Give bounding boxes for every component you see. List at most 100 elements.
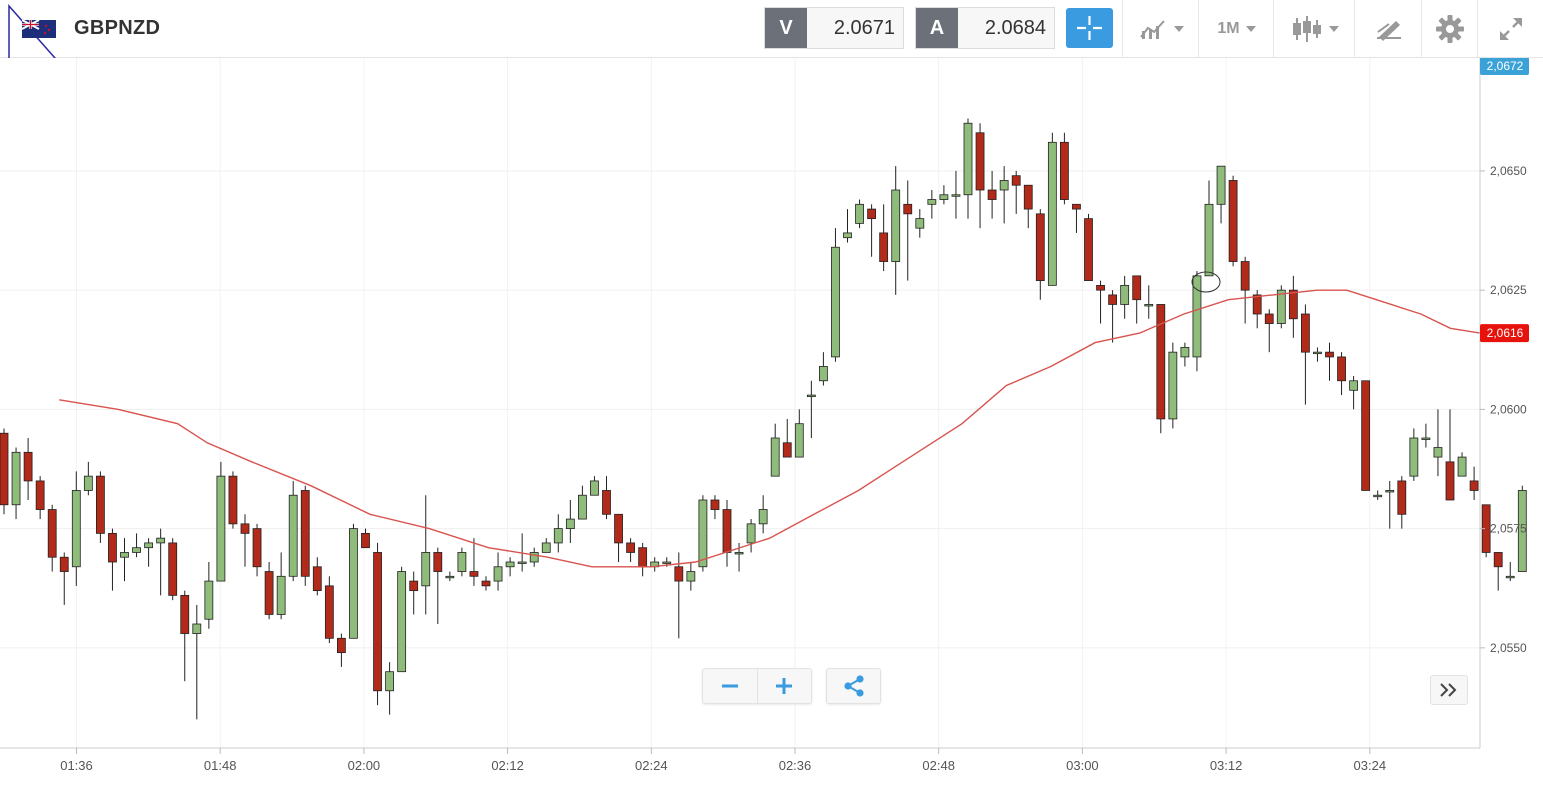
candle [843,209,852,243]
buy-quote-button[interactable]: A 2.0684 [915,7,1055,49]
candle [1228,175,1238,267]
candle-body [156,537,166,544]
instrument-symbol[interactable]: GBPNZD [74,17,161,39]
candle-body [1505,575,1515,579]
candle [96,471,105,543]
candle-body [746,523,756,544]
candle [782,418,792,458]
candle [216,461,226,582]
candle-body [855,203,864,224]
candle [349,523,358,639]
crosshair-icon [1077,16,1102,40]
candle-body [168,542,178,596]
candle [1493,552,1503,591]
candle [0,428,9,515]
candle-body [1337,356,1346,382]
zoom-out-button[interactable] [703,669,757,703]
x-tick-label: 02:36 [779,758,812,773]
candle-body [11,451,21,506]
candle [421,495,431,615]
grid-lines [0,58,1480,748]
candle [1445,409,1455,501]
candle-body [312,566,322,592]
y-tick-label: 2,0625 [1490,283,1527,297]
candle [626,538,635,562]
candle [1216,165,1226,224]
fullscreen-button[interactable] [1477,0,1543,58]
candle [192,604,202,720]
candle [264,562,274,620]
candle-body [397,571,407,673]
candle [674,552,684,639]
candle-body [638,547,648,568]
timeframe-selector[interactable]: 1M [1198,0,1274,58]
candle-body [469,571,479,577]
candle-body [1132,275,1142,301]
x-tick-label: 03:24 [1354,758,1387,773]
candle-body [1011,175,1021,186]
candle-body [108,532,117,563]
candle [505,557,515,577]
candle [1361,380,1371,491]
candle-body [686,571,696,582]
candle-style-button[interactable] [1273,0,1355,58]
y-tick-label: 2,0650 [1490,164,1527,178]
candle [373,542,382,706]
x-tick-label: 02:48 [922,758,955,773]
drawing-tools-button[interactable] [1354,0,1422,58]
candle-body [276,575,286,615]
candle-body [0,432,9,506]
candle-body [626,542,635,553]
zoom-in-button[interactable] [756,669,812,703]
candle [915,209,925,238]
minus-icon [721,684,738,688]
candle-body [505,561,515,568]
chevron-down-icon [1245,26,1256,32]
candle [614,513,623,562]
candle [1481,504,1491,558]
candle [794,409,804,458]
gear-icon [1436,15,1464,43]
share-button[interactable] [826,668,881,704]
candle [1011,170,1021,214]
candle-body [674,566,684,582]
sell-quote-button[interactable]: V 2.0671 [764,7,904,49]
candle [975,123,985,229]
candle-body [1385,490,1395,493]
last-price-value: 2,0672 [1487,59,1524,73]
candle [120,538,129,582]
candle-body [1047,141,1057,286]
candle [1313,347,1322,362]
crosshair-button[interactable] [1066,8,1113,48]
candle [108,528,117,591]
candle-body [1457,456,1467,477]
candle-body [1108,294,1117,305]
candle [228,471,238,529]
chart-type-button[interactable] [1122,0,1199,58]
settings-button[interactable] [1421,0,1478,58]
candle [1517,485,1527,572]
candle [23,438,33,500]
candle [1301,304,1310,405]
candle [999,166,1009,224]
candle [481,576,491,591]
candle-body [481,580,491,587]
candle [1373,490,1383,500]
candle [409,571,419,615]
price-axis: 2,0550 2,0575 2,0600 2,0625 2,0650 [1480,164,1527,655]
candle [1337,352,1346,396]
candle-body [734,552,744,555]
scroll-to-latest-button[interactable] [1430,675,1468,705]
candle-body [1409,437,1419,477]
candle-body [336,637,346,654]
candle-body [1228,180,1238,262]
candle-body [1433,447,1443,458]
price-chart[interactable]: 2,0550 2,0575 2,0600 2,0625 2,0650 01:36 01:4… [0,58,1543,787]
moving-average-line [59,289,1481,568]
candle-body [1397,480,1407,515]
last-price-tag: 2,0672 [1480,58,1529,75]
candle-body [915,218,925,229]
candle-body [1192,275,1202,358]
chart-type-icon [1140,20,1165,39]
candle-body [385,671,395,692]
